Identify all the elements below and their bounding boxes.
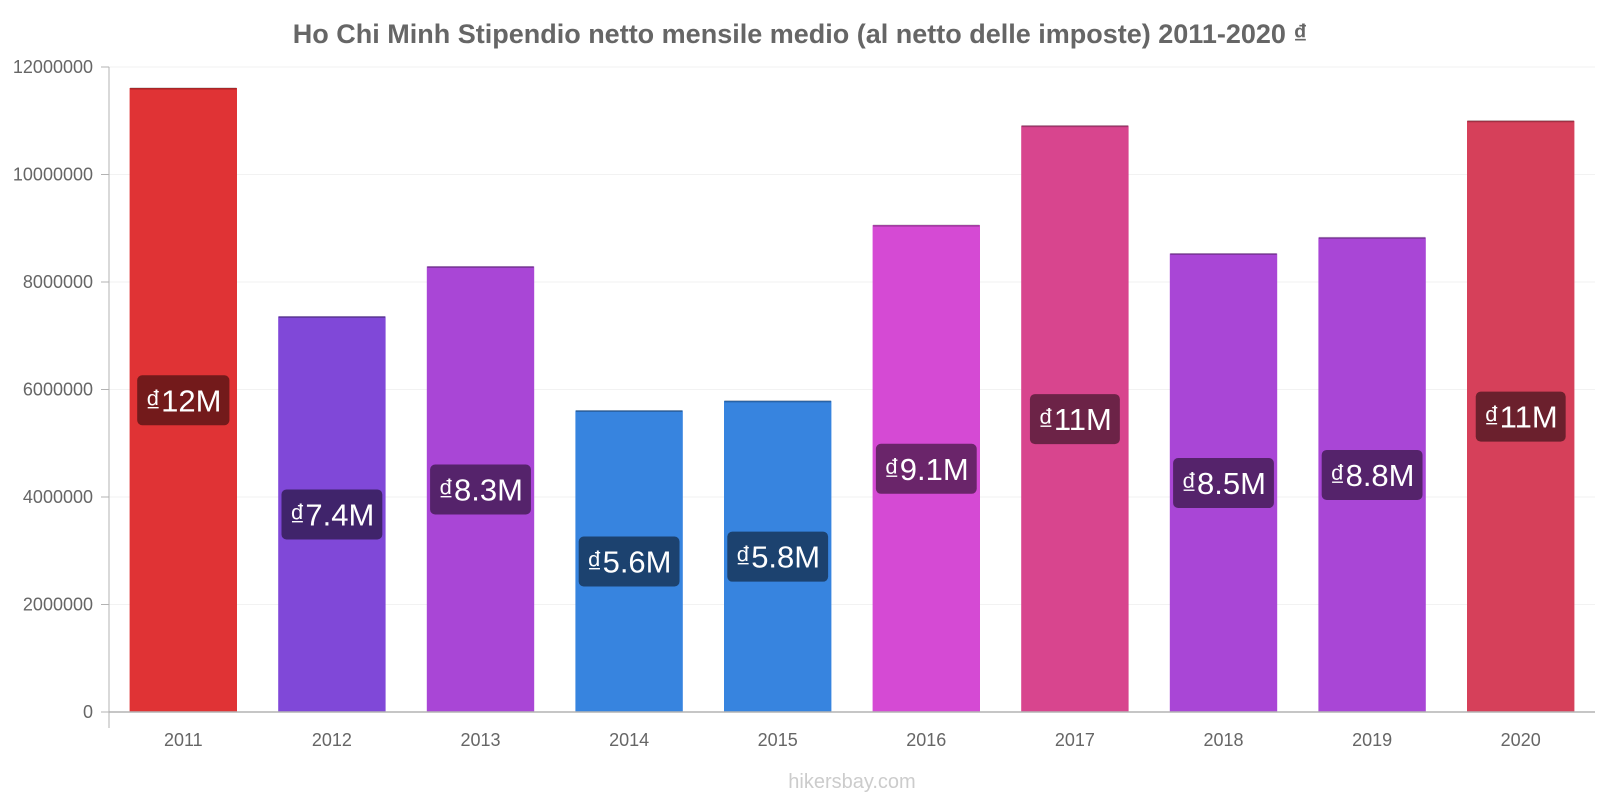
data-label-background	[137, 375, 230, 426]
data-label-text: ₫8.8M	[1330, 458, 1415, 493]
data-label-text: ₫8.3M	[438, 472, 523, 507]
data-label-background	[1321, 449, 1423, 500]
data-label-2012: ₫7.4M	[281, 489, 383, 540]
x-tick-label: 2014	[609, 730, 649, 750]
data-label-background	[727, 531, 829, 582]
x-tick-label: 2011	[164, 730, 203, 750]
x-tick-label: 2012	[312, 730, 352, 750]
data-label-2020: ₫11M	[1475, 391, 1566, 442]
data-label-background	[1029, 394, 1120, 445]
y-tick-label: 6000000	[23, 380, 93, 400]
x-tick-label: 2019	[1352, 730, 1392, 750]
y-tick-label: 10000000	[13, 165, 93, 185]
x-tick-label: 2016	[906, 730, 946, 750]
data-label-2017: ₫11M	[1029, 394, 1120, 445]
data-label-background	[578, 536, 680, 587]
watermark-footer: hikersbay.com	[788, 771, 915, 793]
x-tick-label: 2017	[1055, 730, 1095, 750]
y-tick-label: 12000000	[13, 57, 93, 77]
x-tick-label: 2018	[1203, 730, 1243, 750]
data-label-text: ₫12M	[145, 383, 221, 418]
data-label-2011: ₫12M	[137, 375, 230, 426]
data-label-text: ₫5.6M	[587, 545, 672, 580]
x-tick-label: 2020	[1501, 730, 1541, 750]
data-label-text: ₫7.4M	[289, 497, 374, 532]
bars	[129, 87, 1575, 713]
chart-title: Ho Chi Minh Stipendio netto mensile medi…	[293, 19, 1308, 49]
data-label-text: ₫11M	[1484, 400, 1558, 435]
y-tick-label: 0	[83, 702, 93, 722]
x-tick-label: 2013	[460, 730, 500, 750]
data-labels: ₫12M ₫7.4M ₫8.3M ₫5.6M ₫5.8M ₫9.1M ₫11M ₫8.5M ₫8…	[137, 375, 1566, 587]
data-label-2013: ₫8.3M	[430, 464, 531, 515]
data-label-background	[875, 443, 977, 494]
y-tick-label: 2000000	[23, 595, 93, 615]
data-label-2016: ₫9.1M	[875, 443, 977, 494]
data-label-2019: ₫8.8M	[1321, 449, 1423, 500]
data-label-2015: ₫5.8M	[727, 531, 829, 582]
y-tick-label: 4000000	[23, 487, 93, 507]
y-axis: 0 2000000 4000000 6000000 8000000 10000000 120…	[13, 57, 110, 728]
data-label-background	[281, 489, 383, 540]
x-tick-label: 2015	[758, 730, 798, 750]
data-label-background	[430, 464, 531, 515]
data-label-2018: ₫8.5M	[1173, 458, 1274, 509]
y-tick-label: 8000000	[23, 272, 93, 292]
data-label-background	[1173, 458, 1274, 509]
data-label-text: ₫9.1M	[884, 452, 969, 487]
data-label-text: ₫8.5M	[1181, 466, 1266, 501]
x-axis: 2011 2012 2013 2014 2015 2016 2017 2018 2019 2020	[109, 711, 1595, 750]
data-label-text: ₫11M	[1038, 402, 1112, 437]
data-label-text: ₫5.8M	[735, 540, 820, 575]
data-label-2014: ₫5.6M	[578, 536, 680, 587]
data-label-background	[1475, 391, 1566, 442]
